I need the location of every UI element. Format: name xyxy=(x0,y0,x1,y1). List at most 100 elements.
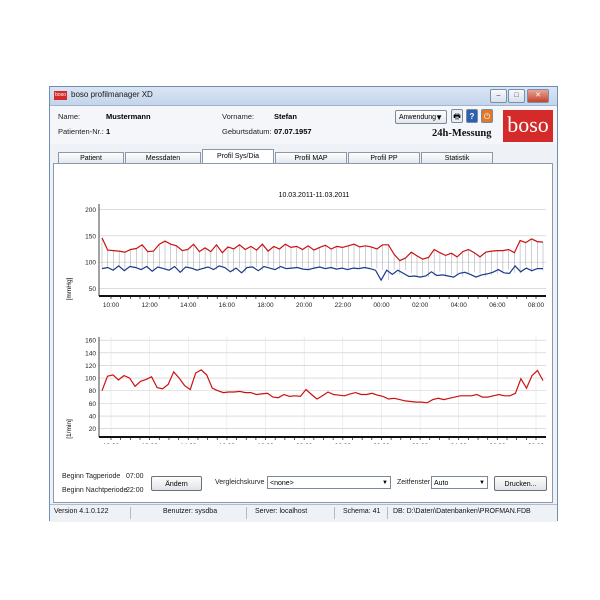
x-tick-label: 02:00 xyxy=(412,443,429,444)
x-tick-label: 04:00 xyxy=(451,302,468,309)
x-tick-label: 06:00 xyxy=(489,302,506,309)
maximize-button[interactable]: □ xyxy=(508,89,525,103)
dropdown-arrow-icon: ▼ xyxy=(382,480,388,486)
tab-profil-map[interactable]: Profil MAP xyxy=(275,152,347,163)
status-version: Version 4.1.0.122 xyxy=(54,508,109,515)
status-benutzer: Benutzer: sysdba xyxy=(163,508,218,515)
title-bar[interactable]: boso boso profilmanager XD – □ ✕ xyxy=(50,87,557,106)
blood-pressure-chart: 50 100 150 200 10:00 12:00 14:00 16:00 18:00 20:0… xyxy=(85,204,546,309)
x-tick-label: 18:00 xyxy=(257,443,274,444)
x-tick-label: 12:00 xyxy=(141,302,158,309)
x-tick-label: 04:00 xyxy=(451,443,468,444)
dropdown-arrow-icon: ▼ xyxy=(435,113,443,122)
chart-title: 10.03.2011-11.03.2011 xyxy=(279,192,350,199)
x-tick-label: 20:00 xyxy=(296,443,313,444)
beginn-tag-label: Beginn Tagperiode xyxy=(62,473,121,480)
vergleichskurve-label: Vergleichskurve xyxy=(215,479,265,486)
status-bar: Version 4.1.0.122 Benutzer: sysdba Serve… xyxy=(50,504,557,522)
status-db: DB: D:\Daten\Datenbanken\PROFMAN.FDB xyxy=(393,508,531,515)
boso-logo: boso xyxy=(503,110,553,142)
pulse-chart: 20 40 60 80 100 120 140 160 10:00 12:00 14:00 16:00… xyxy=(85,337,546,444)
y-tick-label: 140 xyxy=(85,350,96,357)
status-separator xyxy=(387,507,388,519)
y-tick-label: 80 xyxy=(89,388,97,395)
tab-statistik[interactable]: Statistik xyxy=(421,152,493,163)
tab-bar: Patient Messdaten Profil Sys/Dia Profil … xyxy=(50,149,557,163)
dropdown-arrow-icon: ▼ xyxy=(479,480,485,486)
x-tick-label: 02:00 xyxy=(412,302,429,309)
x-tick-label: 18:00 xyxy=(257,302,274,309)
close-button[interactable]: ✕ xyxy=(527,89,549,103)
x-tick-label: 20:00 xyxy=(296,302,313,309)
status-separator xyxy=(130,507,131,519)
vorname-label: Vorname: xyxy=(222,112,255,121)
y-tick-label: 50 xyxy=(89,286,97,293)
app-window: boso boso profilmanager XD – □ ✕ Name: M… xyxy=(49,86,558,522)
patient-nr-value: 1 xyxy=(106,127,111,136)
x-tick-label: 12:00 xyxy=(141,443,158,444)
profile-panel: 10.03.2011-11.03.2011 [mmHg] [1/min] 50 1… xyxy=(53,163,553,503)
window-title: boso profilmanager XD xyxy=(71,90,153,99)
series-line xyxy=(101,264,543,282)
tab-messdaten[interactable]: Messdaten xyxy=(125,152,201,163)
name-value: Mustermann xyxy=(106,112,151,121)
beginn-tag-value: 07:00 xyxy=(126,473,144,480)
exit-icon[interactable]: ⏻ xyxy=(481,109,493,123)
x-tick-label: 10:00 xyxy=(103,302,120,309)
minimize-button[interactable]: – xyxy=(490,89,507,103)
beginn-nacht-label: Beginn Nachtperiode xyxy=(62,487,128,494)
x-tick-label: 00:00 xyxy=(373,302,390,309)
status-separator xyxy=(246,507,247,519)
series-line xyxy=(101,237,544,262)
x-tick-label: 14:00 xyxy=(180,443,197,444)
geburtsdatum-label: Geburtsdatum: xyxy=(222,127,272,136)
x-tick-label: 14:00 xyxy=(180,302,197,309)
x-tick-label: 22:00 xyxy=(335,302,352,309)
help-icon[interactable]: ? xyxy=(466,109,478,123)
beginn-nacht-value: 22:00 xyxy=(126,487,144,494)
patient-header: Name: Mustermann Patienten-Nr.: 1 Vornam… xyxy=(50,106,557,144)
vergleichskurve-value: <none> xyxy=(270,480,294,487)
anwendung-dropdown[interactable]: Anwendung ▼ xyxy=(395,110,447,124)
x-tick-label: 22:00 xyxy=(335,443,352,444)
app-icon: boso xyxy=(54,91,67,100)
status-schema: Schema: 41 xyxy=(343,508,381,515)
x-tick-label: 16:00 xyxy=(219,443,236,444)
x-tick-label: 00:00 xyxy=(373,443,390,444)
y-tick-label: 150 xyxy=(85,233,96,240)
tab-profil-sys-dia[interactable]: Profil Sys/Dia xyxy=(202,149,274,163)
tab-profil-pp[interactable]: Profil PP xyxy=(348,152,420,163)
tab-patient[interactable]: Patient xyxy=(58,152,124,163)
drucken-button[interactable]: Drucken... xyxy=(494,476,547,491)
y-tick-label: 160 xyxy=(85,338,96,345)
x-tick-label: 10:00 xyxy=(103,443,120,444)
patient-nr-label: Patienten-Nr.: xyxy=(58,127,104,136)
vorname-value: Stefan xyxy=(274,112,297,121)
x-tick-label: 16:00 xyxy=(219,302,236,309)
measurement-badge: 24h-Messung xyxy=(432,128,492,139)
y-tick-label: 200 xyxy=(85,207,96,214)
zeitfenster-value: Auto xyxy=(434,480,449,487)
status-server: Server: localhost xyxy=(255,508,308,515)
x-tick-label: 06:00 xyxy=(489,443,506,444)
pulse-axis-label: [1/min] xyxy=(66,419,73,439)
series-line xyxy=(101,369,544,404)
status-separator xyxy=(334,507,335,519)
aendern-button[interactable]: Ändern xyxy=(151,476,202,491)
bp-axis-label: [mmHg] xyxy=(66,277,73,300)
charts-area: 10.03.2011-11.03.2011 [mmHg] [1/min] 50 1… xyxy=(66,192,546,444)
y-tick-label: 40 xyxy=(89,414,97,421)
x-tick-label: 08:00 xyxy=(528,443,545,444)
vergleichskurve-select[interactable]: <none> ▼ xyxy=(267,476,391,489)
y-tick-label: 60 xyxy=(89,401,97,408)
printer-icon[interactable]: 🖶 xyxy=(451,109,463,123)
anwendung-label: Anwendung xyxy=(399,114,436,121)
zeitfenster-label: Zeitfenster xyxy=(397,479,431,486)
y-tick-label: 120 xyxy=(85,363,96,370)
x-tick-label: 08:00 xyxy=(528,302,545,309)
geburtsdatum-value: 07.07.1957 xyxy=(274,127,312,136)
y-tick-label: 20 xyxy=(89,426,97,433)
zeitfenster-select[interactable]: Auto ▼ xyxy=(431,476,488,489)
y-tick-label: 100 xyxy=(85,260,96,267)
name-label: Name: xyxy=(58,112,81,121)
